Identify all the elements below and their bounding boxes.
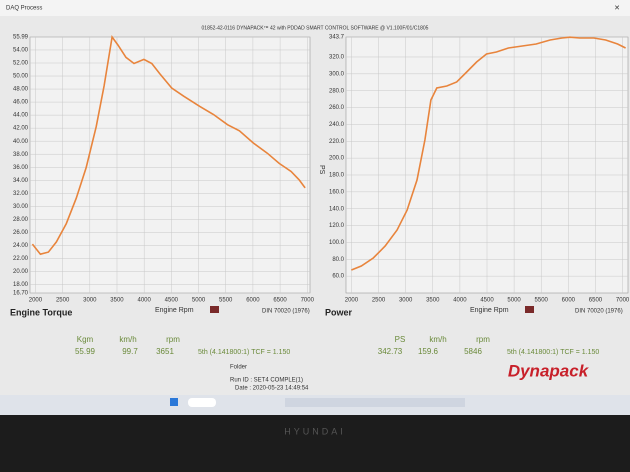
y-tick-label: 60.0 — [332, 274, 344, 280]
unit-button[interactable] — [210, 306, 219, 313]
y-axis-label: PS — [318, 165, 325, 175]
y-tick-label: 260.0 — [329, 105, 345, 111]
x-tick-label: 2000 — [29, 298, 43, 304]
readout-header: Kgm — [77, 335, 94, 344]
x-tick-label: 3000 — [399, 298, 413, 304]
close-button[interactable]: ✕ — [614, 5, 620, 12]
readout-value: 3651 — [156, 347, 174, 356]
readout-value: 159.6 — [418, 347, 439, 356]
y-tick-label: 140.0 — [329, 206, 345, 212]
y-tick-label: 28.00 — [13, 217, 29, 223]
readout-value: 342.73 — [378, 347, 403, 356]
footer-run-id: Run ID : SET4 COMPLE(1) — [230, 378, 303, 384]
y-tick-label: 54.00 — [13, 48, 29, 54]
x-tick-label: 5000 — [507, 298, 521, 304]
x-tick-label: 3000 — [83, 298, 97, 304]
x-tick-label: 2000 — [345, 298, 359, 304]
x-tick-label: 6500 — [273, 298, 287, 304]
taskbar-apps[interactable] — [285, 398, 465, 407]
y-tick-label: 100.0 — [329, 240, 345, 246]
window-title: DAQ Process — [6, 6, 42, 12]
readout-header: km/h — [119, 335, 136, 344]
chart-title: Power — [325, 307, 353, 317]
y-tick-label: 160.0 — [329, 189, 345, 195]
y-tick-label: 24.00 — [13, 243, 29, 249]
y-tick-label: 16.70 — [13, 291, 29, 297]
brand-logo: Dynapack — [508, 361, 590, 380]
y-tick-label: 18.00 — [13, 282, 29, 288]
curve — [31, 34, 306, 256]
x-tick-label: 7000 — [616, 298, 630, 304]
y-tick-label: 52.00 — [13, 61, 29, 67]
readout-gear: 5th (4.141800:1) TCF = 1.150 — [507, 349, 599, 356]
x-tick-label: 3500 — [426, 298, 440, 304]
monitor-brand: HYUNDAI — [284, 426, 346, 436]
readout-header: rpm — [476, 335, 490, 344]
y-tick-label: 80.0 — [332, 257, 344, 263]
plot-area — [29, 36, 311, 294]
y-tick-label: 34.00 — [13, 178, 29, 184]
y-tick-label: 38.00 — [13, 152, 29, 158]
monitor-bezel — [0, 415, 630, 472]
x-tick-label: 4500 — [165, 298, 179, 304]
standard-note: DIN 70020 (1976) — [262, 309, 310, 315]
readout-header: rpm — [166, 335, 180, 344]
x-tick-label: 4000 — [453, 298, 467, 304]
y-tick-label: 220.0 — [329, 139, 345, 145]
x-tick-label: 2500 — [56, 298, 70, 304]
y-tick-label: 20.00 — [13, 269, 29, 275]
readout-value: 5846 — [464, 347, 482, 356]
y-tick-label: 320.0 — [329, 55, 345, 61]
y-tick-label: 50.00 — [13, 74, 29, 80]
x-tick-label: 5500 — [219, 298, 233, 304]
x-tick-label: 5500 — [535, 298, 549, 304]
y-tick-label: 240.0 — [329, 122, 345, 128]
readout-value: 99.7 — [122, 347, 138, 356]
x-tick-label: 6000 — [562, 298, 576, 304]
readout-header: km/h — [429, 335, 446, 344]
title-bar — [0, 0, 630, 16]
y-tick-label: 46.00 — [13, 100, 29, 106]
unit-button[interactable] — [525, 306, 534, 313]
y-tick-label: 36.00 — [13, 165, 29, 171]
x-tick-label: 4000 — [137, 298, 151, 304]
y-tick-label: 300.0 — [329, 71, 345, 77]
footer-date: Date : 2020-05-23 14:49:54 — [235, 386, 309, 392]
readout-header: PS — [395, 335, 406, 344]
y-tick-label: 44.00 — [13, 113, 29, 119]
x-tick-label: 7000 — [301, 298, 315, 304]
x-tick-label: 2500 — [372, 298, 386, 304]
y-tick-label: 40.00 — [13, 139, 29, 145]
start-button[interactable] — [170, 398, 178, 406]
y-tick-label: 180.0 — [329, 173, 345, 179]
y-tick-label: 200.0 — [329, 156, 345, 162]
y-tick-label: 280.0 — [329, 88, 345, 94]
y-tick-label: 48.00 — [13, 87, 29, 93]
x-tick-label: 6000 — [246, 298, 260, 304]
readout-value: 55.99 — [75, 347, 96, 356]
curve — [351, 36, 626, 271]
x-tick-label: 6500 — [589, 298, 603, 304]
y-tick-label: 343.7 — [329, 35, 345, 41]
x-tick-label: 4500 — [480, 298, 494, 304]
search-box[interactable] — [188, 398, 216, 407]
header: 01852-42-0116 DYNAPACK™ 42 with PDDAD SM… — [202, 25, 429, 31]
y-tick-label: 22.00 — [13, 256, 29, 262]
y-tick-label: 42.00 — [13, 126, 29, 132]
y-tick-label: 55.99 — [13, 35, 29, 41]
y-tick-label: 30.00 — [13, 204, 29, 210]
x-tick-label: 3500 — [110, 298, 124, 304]
chart-title: Engine Torque — [10, 307, 72, 317]
footer-folder: Folder — [230, 365, 247, 371]
readout-gear: 5th (4.141800:1) TCF = 1.150 — [198, 349, 290, 356]
x-tick-label: 5000 — [192, 298, 206, 304]
x-axis-label: Engine Rpm — [155, 307, 194, 314]
y-tick-label: 120.0 — [329, 223, 345, 229]
x-axis-label: Engine Rpm — [470, 307, 509, 314]
y-tick-label: 26.00 — [13, 230, 29, 236]
standard-note: DIN 70020 (1976) — [575, 309, 623, 315]
y-tick-label: 32.00 — [13, 191, 29, 197]
